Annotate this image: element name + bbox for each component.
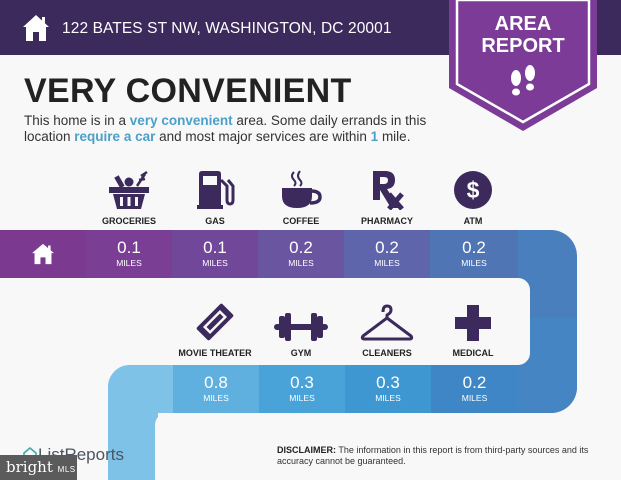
hanger-icon — [360, 304, 414, 341]
distance-unit: MILES — [202, 258, 228, 268]
band-left-cap — [108, 365, 173, 413]
distance-movie-theater: 0.8 MILES — [173, 365, 259, 413]
category-label: COFFEE — [282, 216, 320, 226]
convenience-description: This home is in a very convenient area. … — [24, 113, 454, 145]
category-label: CLEANERS — [362, 348, 412, 358]
ticket-icon — [196, 303, 234, 341]
bright-mls-watermark: bright MLS — [0, 455, 77, 480]
start-home-segment — [0, 230, 86, 278]
desc-text: This home is in a — [24, 113, 130, 128]
distance-value: 0.2 — [289, 238, 313, 257]
distance-value: 0.1 — [203, 238, 227, 257]
category-gym: GYM — [258, 300, 344, 358]
distance-cleaners: 0.3 MILES — [345, 365, 431, 413]
desc-text: area. Some daily errands in this locatio… — [24, 113, 427, 144]
distance-value: 0.2 — [462, 373, 487, 392]
distance-unit: MILES — [203, 393, 229, 403]
distance-unit: MILES — [461, 393, 488, 403]
medical-cross-icon — [455, 305, 491, 341]
area-report-badge: AREA REPORT — [449, 0, 597, 131]
distance-atm: 0.2 MILES — [430, 230, 518, 278]
distance-value: 0.3 — [290, 373, 314, 392]
distance-unit: MILES — [375, 393, 401, 403]
desc-highlight: require a car — [74, 129, 156, 144]
category-pharmacy: PHARMACY — [344, 168, 430, 226]
category-label: GROCERIES — [101, 216, 156, 226]
category-movie-theater: MOVIE THEATER — [172, 300, 258, 358]
distance-groceries: 0.1 MILES — [86, 230, 172, 278]
disclaimer-text: The information in this report is from t… — [277, 445, 589, 466]
desc-text: and most major services are within — [155, 129, 371, 144]
category-cleaners: CLEANERS — [344, 300, 430, 358]
gas-pump-icon — [197, 171, 235, 209]
watermark-text: bright — [6, 458, 53, 476]
category-label: GYM — [290, 348, 312, 358]
category-label: MEDICAL — [452, 348, 494, 358]
distance-band-row1: 0.1 MILES 0.1 MILES 0.2 MILES 0.2 MILES 0.2 M… — [0, 230, 518, 278]
category-label: PHARMACY — [360, 216, 413, 226]
disclaimer: DISCLAIMER: The information in this repo… — [277, 445, 607, 466]
category-label: GAS — [205, 216, 225, 226]
distance-unit: MILES — [288, 258, 314, 268]
distance-pharmacy: 0.2 MILES — [344, 230, 430, 278]
distance-gas: 0.1 MILES — [172, 230, 258, 278]
desc-text: mile. — [378, 129, 411, 144]
rx-icon — [373, 171, 404, 210]
property-address: 122 BATES ST NW, WASHINGTON, DC 20001 — [62, 20, 392, 37]
distance-unit: MILES — [116, 258, 142, 268]
category-medical: MEDICAL — [430, 300, 516, 358]
dumbbell-icon — [274, 313, 328, 341]
distance-gym: 0.3 MILES — [259, 365, 345, 413]
distance-value: 0.8 — [204, 373, 228, 392]
disclaimer-label: DISCLAIMER: — [277, 445, 336, 455]
category-label: ATM — [463, 216, 483, 226]
watermark-suffix: MLS — [57, 465, 76, 474]
desc-highlight: very convenient — [129, 113, 233, 128]
distance-unit: MILES — [374, 258, 400, 268]
dollar-icon: $ — [454, 171, 492, 209]
path-inner-cutout-bottom — [155, 413, 621, 480]
svg-text:$: $ — [467, 177, 480, 203]
distance-value: 0.2 — [462, 238, 486, 257]
house-icon — [23, 15, 49, 41]
category-atm: $ ATM — [430, 168, 516, 226]
distance-band-row2: 0.8 MILES 0.3 MILES 0.3 MILES 0.2 MILES — [108, 365, 518, 413]
distance-coffee: 0.2 MILES — [258, 230, 344, 278]
category-coffee: COFFEE — [258, 168, 344, 226]
category-gas: GAS — [172, 168, 258, 226]
footprints-icon — [511, 65, 535, 96]
category-label: MOVIE THEATER — [178, 348, 252, 358]
desc-highlight: 1 — [370, 129, 379, 144]
convenience-rating-title: VERY CONVENIENT — [24, 72, 352, 110]
distance-unit: MILES — [289, 393, 315, 403]
house-icon — [32, 243, 54, 265]
distance-value: 0.1 — [117, 238, 141, 257]
coffee-cup-icon — [282, 170, 322, 208]
distance-value: 0.3 — [376, 373, 400, 392]
distance-value: 0.2 — [375, 238, 399, 257]
distance-unit: MILES — [461, 258, 487, 268]
badge-line-2: REPORT — [481, 35, 565, 57]
category-groceries: GROCERIES — [86, 168, 172, 226]
badge-line-1: AREA — [494, 13, 552, 35]
distance-medical: 0.2 MILES — [431, 365, 518, 413]
grocery-basket-icon — [109, 170, 149, 209]
